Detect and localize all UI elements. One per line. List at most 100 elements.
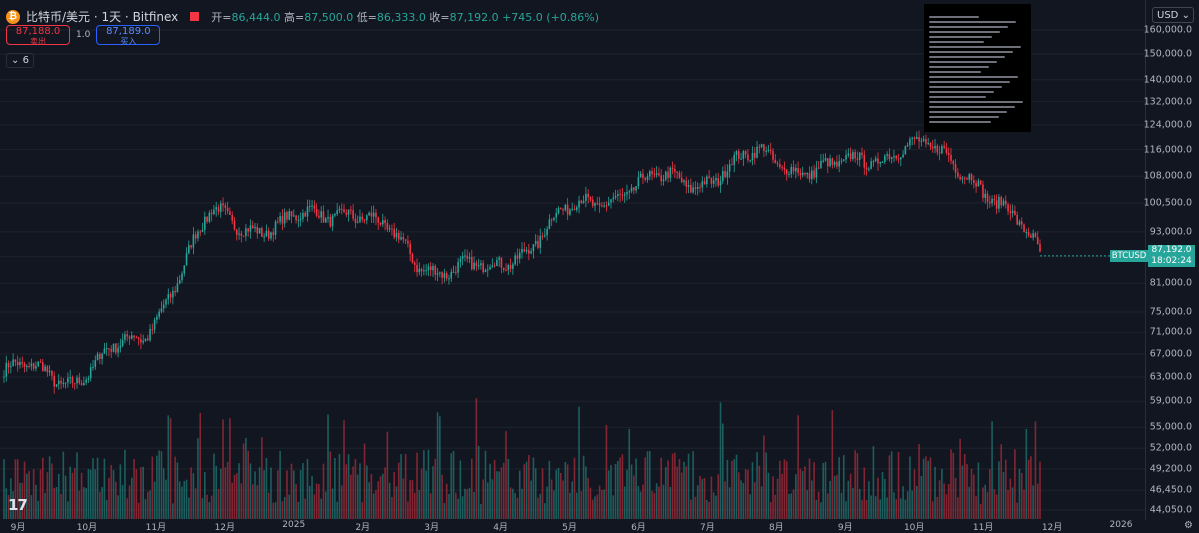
volume-bar xyxy=(295,484,297,519)
volume-bar xyxy=(51,463,53,519)
volume-bar xyxy=(957,497,959,519)
volume-bar xyxy=(274,502,277,519)
time-tick-label: 12月 xyxy=(1041,523,1063,533)
volume-bar xyxy=(849,473,852,519)
tradingview-logo[interactable]: 17 xyxy=(8,496,28,514)
volume-bar xyxy=(694,496,697,519)
candle xyxy=(85,379,87,383)
volume-bar xyxy=(277,470,279,519)
candle xyxy=(639,173,642,178)
tweet-text-line xyxy=(929,61,997,63)
volume-bar xyxy=(703,478,706,519)
candle xyxy=(283,212,286,224)
candle xyxy=(210,212,213,215)
buy-button[interactable]: 87,189.0 买入 xyxy=(96,25,161,46)
candle xyxy=(646,176,649,180)
candle xyxy=(69,377,71,379)
volume-bar xyxy=(820,502,822,519)
volume-bar xyxy=(959,438,961,519)
volume-bar xyxy=(881,472,884,519)
volume-bar xyxy=(619,457,621,519)
volume-bar xyxy=(178,481,181,519)
candle xyxy=(338,208,341,211)
volume-bar xyxy=(338,454,341,519)
volume-bar xyxy=(801,470,804,519)
ohlc-readout: 开=86,444.0 高=87,500.0 低=86,333.0 收=87,19… xyxy=(211,10,600,24)
tweet-text-line xyxy=(929,21,1016,23)
settings-gear-icon[interactable]: ⚙ xyxy=(1184,520,1193,531)
price-tick-label: 59,000.0 xyxy=(1149,395,1192,407)
candle xyxy=(418,269,421,273)
volume-bar xyxy=(76,452,78,519)
volume-bar xyxy=(795,474,797,519)
volume-bar xyxy=(842,455,845,519)
candle xyxy=(377,217,380,223)
volume-bar xyxy=(776,478,779,519)
candle xyxy=(315,208,318,216)
volume-bar xyxy=(343,420,345,519)
candle xyxy=(247,228,249,232)
price-tick-label: 67,000.0 xyxy=(1149,348,1192,360)
symbol-title[interactable]: 比特币/美元 · 1天 · Bitfinex xyxy=(26,10,179,24)
volume-bar xyxy=(808,458,811,519)
time-tick-label: 2月 xyxy=(355,523,371,533)
tweet-text-line xyxy=(929,66,989,68)
time-tick-label: 9月 xyxy=(10,523,26,533)
volume-bar xyxy=(909,456,911,519)
candle xyxy=(397,232,400,240)
volume-bar xyxy=(293,470,295,519)
price-chart[interactable] xyxy=(0,0,1145,520)
volume-bar xyxy=(596,494,599,519)
candle xyxy=(603,205,605,207)
volume-bar xyxy=(160,451,163,519)
volume-bar xyxy=(947,484,950,519)
candle xyxy=(534,240,537,245)
candle xyxy=(158,311,160,317)
volume-bar xyxy=(432,466,434,519)
candle xyxy=(637,177,640,187)
candle xyxy=(183,265,186,274)
volume-bar xyxy=(790,493,793,519)
candle xyxy=(927,143,929,145)
time-axis[interactable]: ⚙ 9月 10月 11月 12月 2025 2月 3月 4月 5月 6月 7月 8月 9月 10月 11月 1… xyxy=(0,520,1199,533)
candle xyxy=(575,207,578,210)
volume-bar xyxy=(986,491,989,519)
candle xyxy=(1007,204,1009,212)
candle xyxy=(450,271,453,279)
volume-bar xyxy=(988,469,991,519)
volume-bar xyxy=(427,449,430,519)
currency-select[interactable]: USD ⌄ xyxy=(1152,7,1194,23)
volume-bar xyxy=(941,468,943,519)
candle xyxy=(39,361,42,363)
candle xyxy=(897,158,900,160)
candle xyxy=(28,366,30,368)
candle xyxy=(167,293,170,300)
candle xyxy=(954,164,957,173)
volume-bar xyxy=(480,503,482,519)
volume-bar xyxy=(103,458,106,519)
candlestick-chart[interactable] xyxy=(0,0,1145,520)
flag-icon[interactable] xyxy=(190,12,200,21)
volume-bar xyxy=(594,496,596,519)
volume-bar xyxy=(222,419,224,519)
volume-bar xyxy=(229,418,231,519)
volume-bar xyxy=(970,468,973,519)
candle xyxy=(242,235,245,237)
candle xyxy=(366,215,368,221)
candle xyxy=(26,366,28,368)
volume-bar xyxy=(792,489,795,519)
volume-bar xyxy=(89,469,92,519)
volume-bar xyxy=(553,490,555,519)
tweet-text-line xyxy=(929,101,1023,103)
candle xyxy=(539,235,542,248)
candle xyxy=(169,293,172,298)
candle xyxy=(416,264,418,273)
candle xyxy=(881,161,884,163)
sell-button[interactable]: 87,188.0 卖出 xyxy=(6,25,70,46)
candle xyxy=(591,199,594,206)
candle xyxy=(708,176,710,178)
candle xyxy=(710,177,713,184)
indicators-toggle[interactable]: ⌄ 6 xyxy=(6,53,34,68)
candle xyxy=(696,187,699,189)
candle xyxy=(347,209,350,215)
